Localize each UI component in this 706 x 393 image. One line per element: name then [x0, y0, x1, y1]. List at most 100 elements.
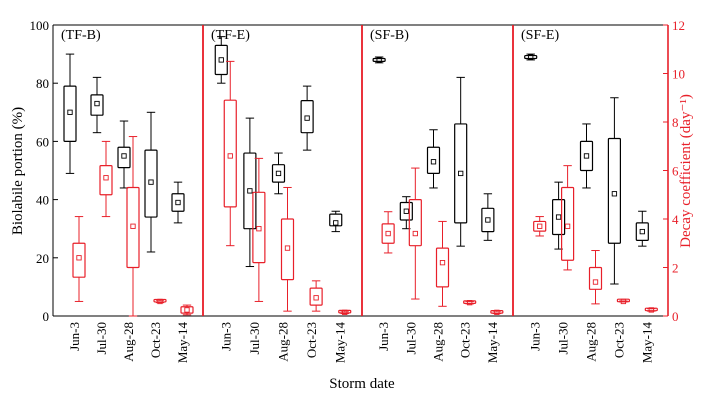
biolabile-box-Aug-28-median-marker — [430, 159, 437, 165]
panel-2: (SF-B) Jun-3 Jul-30 Aug-28 Oct-23 May-14 — [361, 24, 514, 364]
panel-label: (SF-B) — [370, 28, 409, 43]
decay-box-Oct-23-median-marker — [620, 298, 627, 305]
x-tick-label: Aug-28 — [276, 322, 291, 362]
biolabile-box-Oct-23-median-marker — [304, 115, 310, 121]
biolabile-box-Jun-3-box — [214, 44, 228, 76]
y-left-tick-label: 0 — [43, 309, 50, 324]
biolabile-box-May-14-median-marker — [639, 228, 645, 235]
biolabile-box-May-14-box — [635, 222, 649, 241]
decay-box-May-14 — [338, 309, 352, 316]
biolabile-box-Jul-30-box — [243, 152, 257, 230]
biolabile-box-Jul-30-box — [551, 199, 566, 236]
decay-box-Oct-23-median-marker — [467, 300, 473, 306]
biolabile-box-Jun-3 — [524, 53, 538, 61]
biolabile-box-Jun-3 — [214, 36, 228, 84]
y-axis-right-label: Decay coefficient (day⁻¹) — [678, 94, 694, 248]
decay-box-Jul-30 — [560, 165, 575, 271]
biolabile-box-Aug-28-median-marker — [275, 170, 282, 177]
panel-label: (SF-E) — [521, 28, 559, 43]
decay-box-Jul-30-median-marker — [256, 226, 262, 232]
decay-box-Oct-23 — [309, 280, 323, 312]
biolabile-box-Aug-28 — [426, 129, 441, 189]
biolabile-box-Oct-23 — [300, 85, 314, 151]
decay-box-Jun-3 — [72, 216, 86, 302]
biolabile-box-May-14-median-marker — [175, 199, 181, 206]
y-left-tick-label: 80 — [36, 76, 49, 91]
biolabile-box-Jul-30-median-marker — [94, 100, 100, 107]
decay-box-Oct-23-box — [463, 300, 477, 304]
biolabile-box-Oct-23 — [144, 111, 158, 253]
y-left-tick-label: 40 — [36, 193, 49, 208]
biolabile-box-Oct-23-box — [144, 149, 158, 218]
decay-box-Aug-28 — [280, 186, 295, 312]
biolabile-box-Aug-28-box — [117, 146, 131, 169]
decay-box-Aug-28 — [435, 220, 450, 307]
x-tick-label: Aug-28 — [584, 322, 599, 362]
biolabile-box-May-14 — [171, 181, 185, 224]
x-tick-label: Jul-30 — [247, 322, 262, 355]
y-left-tick-label: 20 — [36, 251, 49, 266]
x-tick-label: Jul-30 — [556, 322, 571, 355]
x-tick-label: Jun-3 — [376, 322, 391, 351]
decay-box-Aug-28-box — [280, 218, 295, 281]
decay-box-Jun-3-box — [72, 242, 86, 278]
y-right-tick-label: 12 — [672, 18, 685, 33]
biolabile-box-Oct-23 — [607, 97, 622, 285]
x-tick-label: Aug-28 — [121, 322, 136, 362]
x-tick-label: Jul-30 — [94, 322, 109, 355]
biolabile-box-Jul-30 — [243, 117, 257, 268]
biolabile-box-Jul-30-box — [90, 94, 104, 116]
decay-box-Jun-3-box — [533, 220, 547, 232]
biolabile-box-Aug-28 — [579, 123, 594, 189]
biolabile-box-Jul-30 — [399, 196, 413, 230]
decay-box-May-14-median-marker — [342, 309, 348, 316]
decay-box-Aug-28-median-marker — [284, 245, 291, 251]
decay-box-Jul-30-box — [560, 186, 575, 261]
decay-box-Jul-30-box — [252, 191, 266, 264]
biolabile-box-Aug-28-median-marker — [583, 153, 590, 159]
decay-box-May-14-median-marker — [184, 307, 190, 313]
decay-box-Oct-23 — [616, 298, 631, 305]
biolabile-box-Jun-3-box — [372, 57, 386, 62]
decay-box-Jun-3-box — [381, 223, 395, 244]
biolabile-box-May-14 — [481, 193, 495, 241]
decay-box-Oct-23-box — [309, 287, 323, 306]
biolabile-box-Jul-30-median-marker — [247, 188, 253, 194]
y-left-tick-label: 60 — [36, 134, 49, 149]
decay-box-Jun-3-median-marker — [76, 255, 82, 261]
biolabile-box-Oct-23-box — [300, 100, 314, 134]
panel-label: (TF-E) — [211, 28, 250, 43]
biolabile-box-Jul-30 — [551, 181, 566, 250]
y-axis-left-label: Biolabile portion (%) — [10, 107, 26, 235]
biolabile-box-May-14 — [329, 210, 343, 233]
decay-box-Jun-3-box — [223, 99, 237, 208]
biolabile-box-Jul-30-median-marker — [403, 208, 409, 214]
decay-box-Jun-3-median-marker — [385, 230, 391, 237]
decay-box-Jun-3-median-marker — [227, 153, 233, 159]
x-tick-label: Oct-23 — [458, 322, 473, 358]
panel-0: (TF-B) Jun-3 Jul-30 Aug-28 Oct-23 May-14 — [52, 24, 204, 363]
decay-box-Jun-3-median-marker — [537, 223, 543, 229]
decay-box-Oct-23 — [463, 300, 477, 306]
decay-box-Jun-3 — [533, 216, 547, 237]
decay-box-Jul-30-median-marker — [103, 175, 109, 181]
panel-3: (SF-E) Jun-3 Jul-30 Aug-28 Oct-23 May-14 — [512, 24, 669, 364]
x-tick-label: May-14 — [333, 322, 348, 364]
x-tick-label: Aug-28 — [431, 322, 446, 362]
y-right-tick-label: 6 — [672, 164, 679, 179]
x-tick-label: Oct-23 — [611, 322, 626, 358]
biolabile-box-Jul-30-box — [399, 201, 413, 221]
decay-box-Jun-3 — [223, 60, 237, 247]
x-tick-label: May-14 — [639, 322, 654, 364]
x-tick-label: May-14 — [485, 322, 500, 364]
biolabile-box-Jun-3-box — [63, 85, 77, 143]
biolabile-box-Jun-3 — [63, 53, 77, 174]
decay-box-Jul-30 — [252, 157, 266, 302]
biolabile-box-Oct-23-median-marker — [611, 191, 618, 197]
x-tick-label: Oct-23 — [148, 322, 163, 358]
decay-box-Jul-30-median-marker — [412, 230, 418, 237]
decay-box-Aug-28-median-marker — [130, 223, 136, 229]
y-right-tick-label: 0 — [672, 309, 679, 324]
x-tick-label: Jun-3 — [528, 322, 543, 351]
